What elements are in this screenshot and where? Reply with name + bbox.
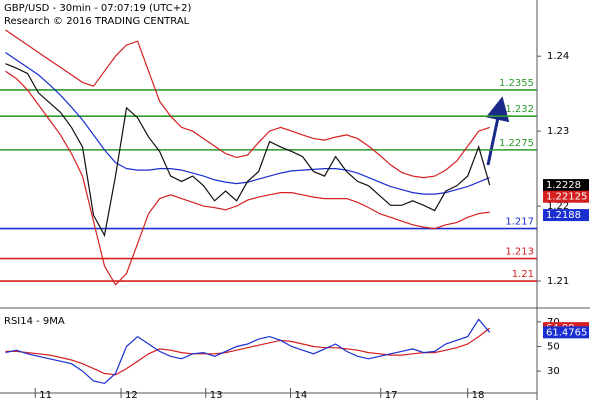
price-tag-label: 1.22125 <box>546 192 587 203</box>
y-tick-label: 50 <box>547 341 560 352</box>
series-line <box>5 63 491 238</box>
level-label: 1.217 <box>505 217 534 228</box>
price-tag-label: 1.2188 <box>546 210 581 221</box>
level-label: 1.213 <box>505 247 534 258</box>
level-label: 1.2355 <box>499 78 534 89</box>
y-tick-label: 1.21 <box>547 276 569 287</box>
series-line <box>5 327 491 376</box>
level-label: 1.21 <box>512 269 534 280</box>
x-tick-label: 12 <box>125 390 138 400</box>
x-tick-label: 14 <box>295 390 308 400</box>
y-tick-label: 1.23 <box>547 126 569 137</box>
price-tag <box>543 209 589 222</box>
chart-subtitle: Research © 2016 TRADING CENTRAL <box>4 16 190 27</box>
rsi-title: RSI14 - 9MA <box>4 316 65 327</box>
price-tag-label: 61.4765 <box>546 327 587 338</box>
series-line <box>5 29 490 179</box>
price-tag-label: 1.2228 <box>546 180 581 191</box>
x-tick-label: 11 <box>39 390 52 400</box>
price-tag <box>543 190 589 203</box>
level-label: 1.232 <box>505 104 534 115</box>
y-tick-label: 1.22 <box>547 201 569 212</box>
y-tick-label: 1.24 <box>547 51 569 62</box>
chart-title: GBP/USD - 30min - 07:07:19 (UTC+2) <box>4 3 191 14</box>
level-label: 1.2275 <box>499 138 534 149</box>
price-tag <box>543 326 589 339</box>
series-line <box>5 70 490 286</box>
price-tag <box>543 179 589 192</box>
x-tick-label: 17 <box>385 390 398 400</box>
series-line <box>5 318 491 385</box>
forecast-arrow <box>485 96 510 166</box>
y-tick-label: 30 <box>547 366 560 377</box>
x-tick-label: 13 <box>210 390 223 400</box>
x-tick-label: 18 <box>472 390 485 400</box>
